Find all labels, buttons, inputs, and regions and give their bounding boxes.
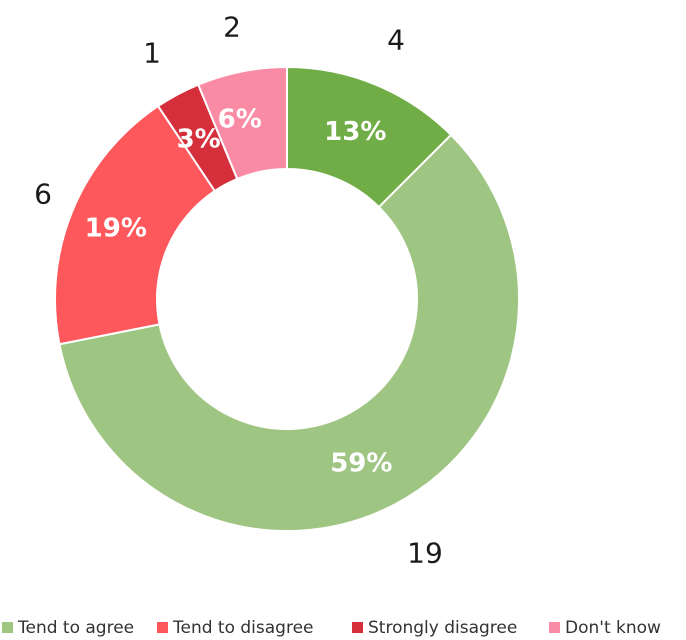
legend-label-tend-to-agree: Tend to agree <box>17 618 134 638</box>
percent-label-tend-to-agree: 59% <box>330 449 392 479</box>
legend-swatch-tend-to-agree <box>2 622 13 633</box>
legend-swatch-tend-to-disagree <box>157 622 168 633</box>
legend-item-tend-to-disagree: Tend to disagree <box>157 618 314 638</box>
percent-label-strongly-disagree: 3% <box>177 124 221 154</box>
legend-item-tend-to-agree: Tend to agree <box>2 618 134 638</box>
count-label-don-t-know: 2 <box>223 11 241 44</box>
percent-label-tend-to-disagree: 19% <box>85 214 147 244</box>
percent-label-don-t-know: 6% <box>218 104 262 134</box>
count-label-strongly-disagree: 1 <box>143 37 161 70</box>
legend-item-strongly-disagree: Strongly disagree <box>352 618 517 638</box>
slice-tend-to-agree <box>58 133 520 532</box>
chart-percent-labels: 13% 59% 19% 3%6% <box>85 104 393 478</box>
legend-label-tend-to-disagree: Tend to disagree <box>172 618 314 638</box>
chart-count-labels: 4 19 6 1 2 <box>34 11 443 570</box>
legend-swatch-strongly-disagree <box>352 622 363 633</box>
chart-slices <box>54 65 520 532</box>
legend-label-don-t-know: Don't know <box>565 618 661 638</box>
legend-label-strongly-disagree: Strongly disagree <box>368 618 517 638</box>
chart-legend: Tend to agree Tend to disagree Strongly di… <box>2 618 661 638</box>
count-label-tend-to-agree: 19 <box>407 537 443 570</box>
legend-swatch-don-t-know <box>549 622 560 633</box>
legend-item-don-t-know: Don't know <box>549 618 661 638</box>
count-label-strongly-agree: 4 <box>387 24 405 57</box>
count-label-tend-to-disagree: 6 <box>34 178 52 211</box>
slice-tend-to-disagree <box>54 104 217 346</box>
slice-don-t-know <box>196 65 288 181</box>
percent-label-strongly-agree: 13% <box>324 117 386 147</box>
